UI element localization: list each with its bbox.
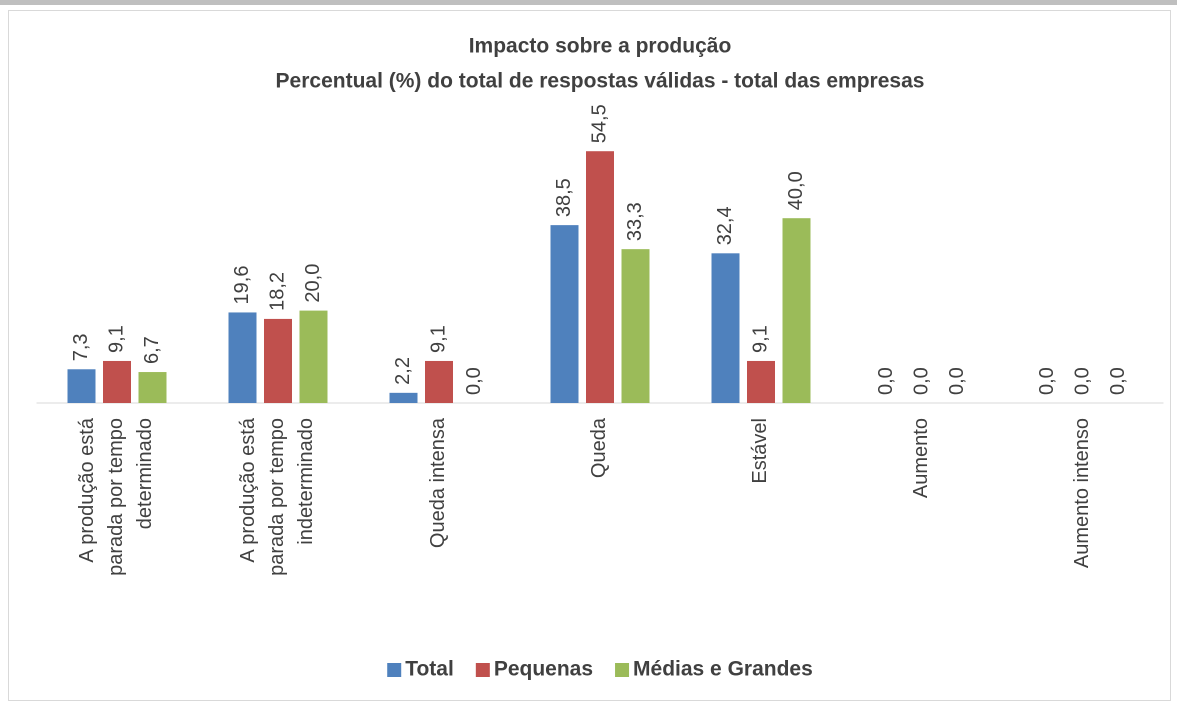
value-label: 0,0 [875, 367, 897, 395]
value-label: 6,7 [141, 336, 163, 364]
value-label: 0,0 [1036, 367, 1058, 395]
chart-title: Impacto sobre a produção [469, 35, 732, 58]
value-label: 40,0 [785, 171, 807, 210]
legend-text: Total [405, 658, 454, 681]
bar [299, 310, 328, 403]
legend-text: Médias e Grandes [633, 658, 813, 681]
chart-frame [8, 10, 1171, 701]
value-label: 38,5 [553, 178, 575, 217]
value-label: 7,3 [70, 333, 92, 361]
x-tick-label: A produção está parada por tempo determina… [76, 417, 156, 576]
x-tick-label: A produção está parada por tempo indetermi… [237, 417, 317, 576]
bar [228, 312, 257, 403]
bar [389, 392, 418, 403]
bar [67, 369, 96, 403]
value-label: 0,0 [910, 367, 932, 395]
top-bar [0, 0, 1177, 5]
bar [621, 249, 650, 403]
legend-text: Pequenas [494, 658, 593, 681]
value-label: 0,0 [463, 367, 485, 395]
value-label: 32,4 [714, 206, 736, 245]
value-label: 9,1 [749, 325, 771, 353]
x-tick-label: Queda [588, 417, 610, 478]
bar [550, 225, 579, 403]
value-label: 19,6 [231, 266, 253, 305]
value-label: 54,5 [588, 104, 610, 143]
value-label: 9,1 [105, 325, 127, 353]
legend-swatch [475, 663, 490, 677]
x-tick-label: Estável [749, 418, 771, 484]
value-label: 0,0 [1071, 367, 1093, 395]
chart-subtitle: Percentual (%) do total de respostas vál… [276, 70, 925, 93]
legend-swatch [615, 663, 630, 677]
value-label: 2,2 [392, 357, 414, 385]
bar [425, 360, 453, 403]
value-label: 0,0 [946, 367, 968, 395]
value-label: 18,2 [266, 272, 288, 311]
value-label: 33,3 [624, 202, 646, 241]
bar [138, 372, 167, 403]
value-label: 9,1 [427, 325, 449, 353]
bar [103, 360, 131, 403]
legend-swatch [387, 663, 402, 677]
value-label: 20,0 [302, 264, 324, 303]
x-tick-label: Aumento [910, 418, 932, 498]
value-label: 0,0 [1107, 367, 1129, 395]
bar [586, 151, 614, 403]
bar [264, 318, 292, 403]
bar [782, 218, 811, 403]
x-tick-label: Aumento intenso [1071, 418, 1093, 568]
bar [711, 253, 740, 403]
bar [747, 360, 775, 403]
x-tick-label: Queda intensa [427, 417, 449, 548]
